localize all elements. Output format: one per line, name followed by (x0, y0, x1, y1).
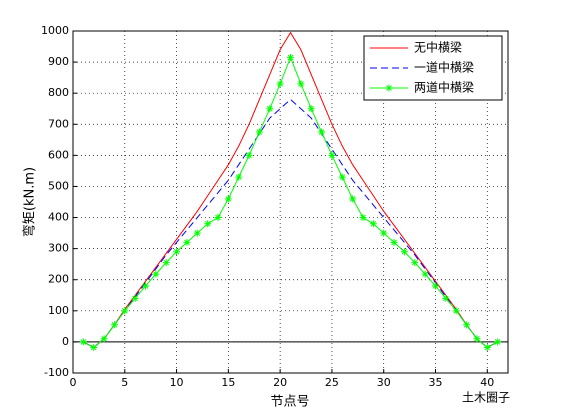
x-tick-label: 5 (121, 376, 128, 389)
marker (473, 335, 481, 343)
marker (494, 338, 502, 346)
marker (162, 259, 170, 267)
legend-marker (385, 84, 393, 92)
legend-label: 一道中横梁 (414, 60, 474, 75)
y-tick-label: 1000 (41, 24, 69, 37)
marker (173, 248, 181, 256)
legend-label: 两道中横梁 (414, 80, 474, 95)
marker (100, 335, 108, 343)
y-axis-label: 弯矩(kN.m) (22, 167, 38, 237)
marker (328, 151, 336, 159)
marker (442, 294, 450, 302)
marker (452, 307, 460, 315)
plot-frame (72, 30, 509, 374)
marker (369, 220, 377, 228)
marker (297, 80, 305, 88)
marker (204, 220, 212, 228)
marker (142, 282, 149, 290)
series-line (83, 31, 498, 349)
x-tick-label: 15 (221, 376, 235, 389)
y-tick-label: 700 (48, 117, 69, 130)
x-axis-label: 节点号 (270, 395, 309, 410)
marker (183, 238, 191, 246)
y-tick-label: 900 (48, 55, 69, 68)
watermark: 土木圈子 (462, 391, 510, 405)
marker (390, 238, 398, 246)
marker (380, 229, 388, 237)
marker (214, 214, 222, 222)
y-tick-label: -100 (44, 366, 69, 379)
marker (463, 321, 471, 329)
marker (318, 128, 326, 136)
marker (411, 259, 419, 267)
x-tick-label: 25 (325, 376, 339, 389)
marker (266, 105, 274, 113)
y-tick-label: 500 (48, 179, 69, 192)
x-tick-label: 20 (273, 376, 287, 389)
marker (307, 105, 315, 113)
x-tick-label: 10 (170, 376, 184, 389)
marker (193, 229, 201, 237)
marker (152, 270, 160, 278)
marker (276, 80, 284, 88)
marker (224, 195, 232, 203)
marker (245, 151, 253, 159)
y-tick-label: 300 (48, 242, 69, 255)
marker (400, 248, 408, 256)
series-line (83, 98, 498, 349)
marker (90, 344, 98, 352)
marker (287, 53, 294, 61)
marker (359, 214, 367, 222)
marker (235, 173, 243, 181)
y-tick-label: 0 (62, 335, 69, 348)
x-tick-label: 0 (70, 376, 77, 389)
marker (432, 282, 439, 290)
x-tick-label: 40 (480, 376, 494, 389)
marker (338, 173, 346, 181)
marker (349, 195, 357, 203)
legend-label: 无中横梁 (414, 40, 462, 55)
marker (121, 307, 129, 315)
x-tick-label: 35 (429, 376, 443, 389)
y-tick-label: 600 (48, 148, 69, 161)
y-tick-label: 200 (48, 273, 69, 286)
y-tick-label: 400 (48, 211, 69, 224)
y-tick-label: 100 (48, 304, 69, 317)
marker (255, 128, 263, 136)
x-tick-label: 30 (377, 376, 391, 389)
marker (110, 321, 118, 329)
marker (483, 344, 491, 352)
y-tick-label: 800 (48, 86, 69, 99)
marker (131, 294, 139, 302)
marker (421, 270, 429, 278)
marker (79, 338, 87, 346)
